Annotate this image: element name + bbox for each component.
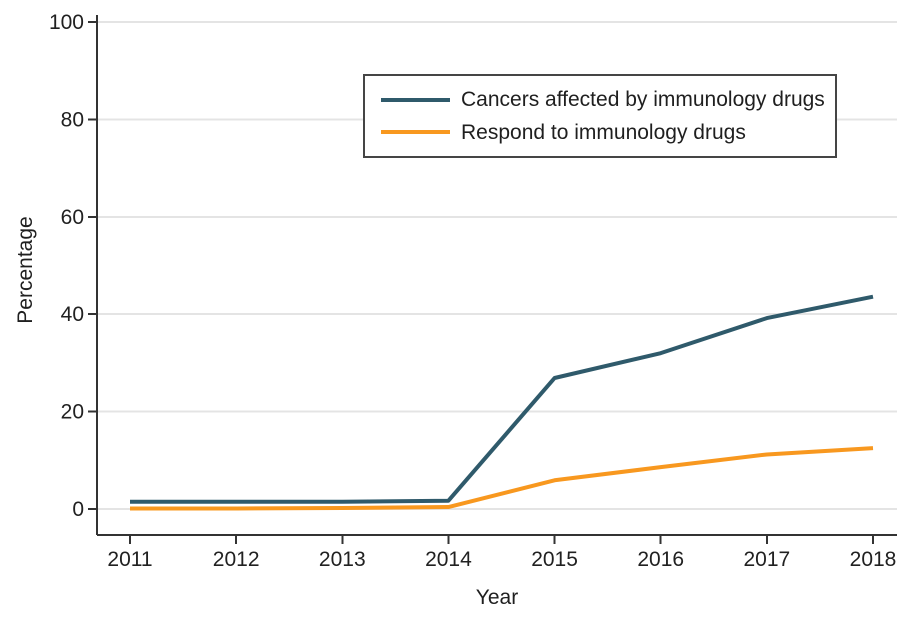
series-line-1 [130, 446, 874, 511]
legend-line-swatch-cancers-affected [381, 97, 450, 102]
legend-item: Cancers affected by immunology drugs [381, 88, 835, 111]
legend-label: Cancers affected by immunology drugs [461, 88, 825, 112]
x-tick-label: 2018 [850, 548, 897, 571]
x-tick-label: 2013 [319, 548, 366, 571]
x-tick-label: 2014 [425, 548, 472, 571]
y-tick-label: 60 [61, 206, 84, 229]
y-tick-label: 100 [49, 11, 84, 34]
series-line-0 [130, 294, 874, 504]
y-tick-label: 0 [72, 498, 84, 521]
x-tick-label: 2011 [107, 548, 152, 571]
x-axis-title: Year [475, 586, 519, 609]
y-tick-label: 20 [61, 401, 84, 424]
y-axis-title: Percentage [14, 216, 37, 324]
legend-line-swatch-respond [381, 130, 450, 135]
x-tick-label: 2012 [213, 548, 260, 571]
legend-label: Respond to immunology drugs [461, 120, 746, 144]
x-tick-label: 2016 [637, 548, 684, 571]
x-tick-label: 2017 [743, 548, 790, 571]
y-tick-label: 40 [61, 303, 84, 326]
y-tick-label: 80 [61, 108, 84, 131]
legend-item: Respond to immunology drugs [381, 121, 835, 144]
x-tick-label: 2015 [531, 548, 578, 571]
legend: Cancers affected by immunology drugs Res… [363, 74, 837, 158]
